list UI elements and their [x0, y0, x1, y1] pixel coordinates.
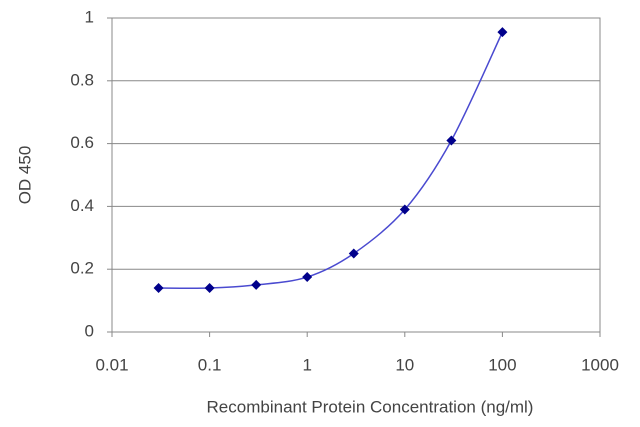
data-point — [399, 204, 410, 215]
data-point — [153, 283, 164, 294]
data-point — [251, 279, 262, 290]
y-tick-label: 0.8 — [70, 70, 94, 89]
y-axis-label: OD 450 — [15, 146, 34, 205]
y-tick-label: 0.4 — [70, 196, 94, 215]
data-point — [302, 272, 313, 283]
data-point — [497, 27, 508, 38]
x-tick-label: 10 — [395, 355, 414, 374]
x-tick-label: 1000 — [581, 355, 619, 374]
x-tick-label: 1 — [302, 355, 311, 374]
y-tick-label: 1 — [85, 7, 94, 26]
data-point — [446, 135, 457, 146]
plot-frame — [111, 17, 601, 333]
x-tick-label: 100 — [488, 355, 516, 374]
y-tick-label: 0.2 — [70, 259, 94, 278]
y-tick-label: 0 — [85, 321, 94, 340]
data-point — [204, 283, 215, 294]
x-tick-label: 0.1 — [198, 355, 222, 374]
fit-line — [158, 31, 504, 290]
y-tick-label: 0.6 — [70, 133, 94, 152]
data-point — [348, 248, 359, 259]
x-axis-label: Recombinant Protein Concentration (ng/ml… — [207, 397, 534, 416]
x-tick-label: 0.01 — [95, 355, 128, 374]
